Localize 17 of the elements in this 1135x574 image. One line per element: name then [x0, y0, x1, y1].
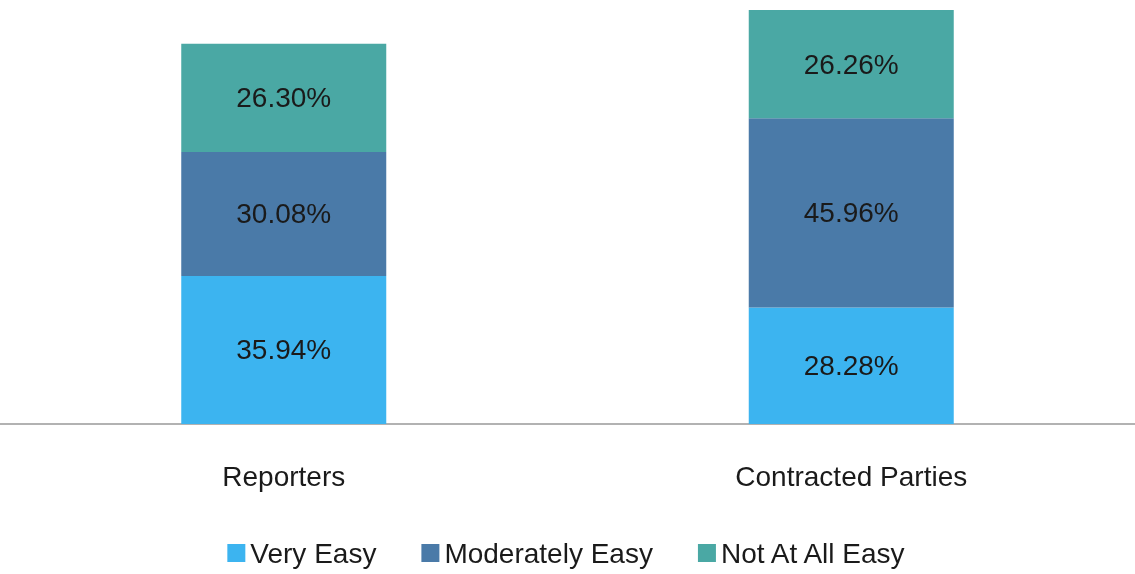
data-label: 30.08%	[236, 198, 332, 230]
bar	[748, 307, 954, 424]
bar	[181, 275, 387, 424]
data-label: 45.96%	[803, 197, 899, 229]
data-label: 28.28%	[803, 350, 899, 382]
bar	[181, 152, 387, 276]
x-tick-label: Reporters	[222, 460, 346, 492]
bar	[181, 43, 387, 153]
legend-label: Not At All Easy	[720, 537, 905, 569]
legend-label: Moderately Easy	[444, 537, 653, 569]
bar	[748, 10, 954, 119]
x-tick-label: Contracted Parties	[735, 460, 968, 492]
data-label: 26.30%	[236, 82, 332, 114]
legend-label: Very Easy	[250, 537, 377, 569]
data-label: 26.26%	[803, 48, 899, 80]
bar	[748, 118, 954, 308]
data-label: 35.94%	[236, 334, 332, 366]
